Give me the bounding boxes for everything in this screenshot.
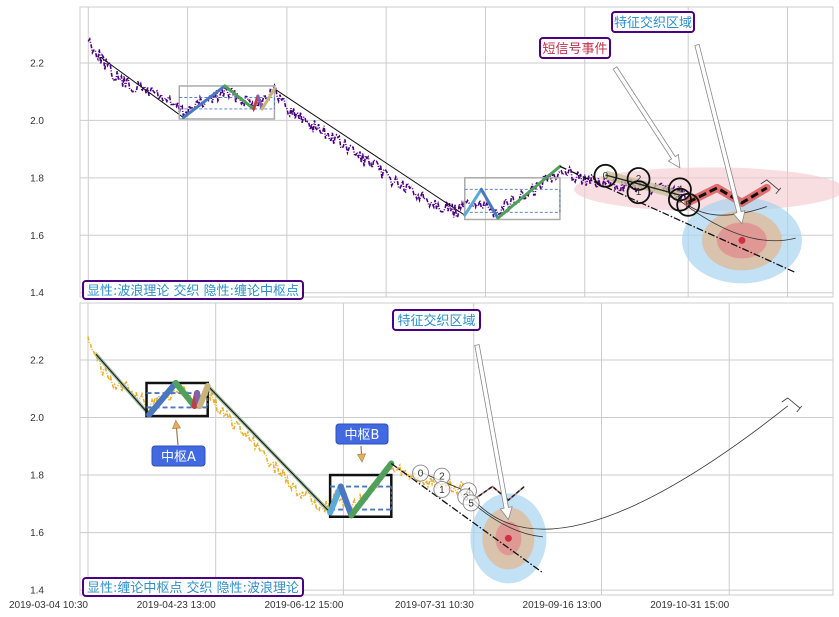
wave-stroke xyxy=(223,84,256,111)
signal-segment xyxy=(605,174,681,196)
target-point xyxy=(504,534,512,542)
zigzag-path xyxy=(687,186,768,205)
y-tick-label: 2.0 xyxy=(30,413,44,424)
legend-box xyxy=(82,280,304,300)
signal-circle xyxy=(668,177,692,202)
trend-line xyxy=(274,88,466,216)
signal-label: 5 xyxy=(468,498,474,509)
callout-text: 特征交织区域 xyxy=(614,15,692,31)
wave-stroke xyxy=(146,379,179,418)
trend-line xyxy=(95,353,150,415)
signal-circle xyxy=(412,464,430,482)
y-tick-label: 1.6 xyxy=(30,528,44,539)
projection-arc xyxy=(473,503,544,538)
legend-text: 显性:波浪理论 交织 隐性:缠论中枢点 xyxy=(87,283,299,299)
projection-arc xyxy=(679,200,796,242)
x-tick-label: 2019-03-04 10:30 xyxy=(9,600,88,611)
signal-circle xyxy=(593,163,618,188)
wave-stroke xyxy=(327,483,344,516)
wave-stroke xyxy=(496,164,562,220)
trend-line xyxy=(100,56,184,118)
signal-label: 2 xyxy=(636,174,642,185)
wave-stroke xyxy=(463,187,483,217)
pivot-box-B xyxy=(464,177,561,221)
zigzag-path xyxy=(473,485,525,502)
callout-text: 中枢A xyxy=(161,450,196,465)
wave-stroke xyxy=(181,84,227,120)
callout-text: 中枢B xyxy=(345,428,380,443)
callout-box xyxy=(392,309,481,331)
signal-circle xyxy=(433,480,451,498)
signal-circle xyxy=(676,192,701,217)
y-tick-label: 1.8 xyxy=(30,471,44,482)
x-tick-label: 2019-06-12 15:00 xyxy=(264,600,343,611)
price-series-line xyxy=(87,336,474,514)
x-tick-label: 2019-04-23 13:00 xyxy=(137,600,216,611)
signal-circle xyxy=(626,167,651,191)
projection-line xyxy=(390,463,544,574)
callout-box xyxy=(539,37,611,59)
callout-arrow xyxy=(694,43,746,225)
y-tick-label: 2.2 xyxy=(30,355,44,366)
pivot-box-B xyxy=(328,473,393,518)
projection-arc xyxy=(687,204,767,216)
pivot-label-arrow-shaft xyxy=(360,445,363,455)
callout-box xyxy=(611,11,695,33)
wave-stroke xyxy=(196,382,211,409)
y-tick-label: 1.6 xyxy=(30,231,44,242)
y-tick-label: 1.8 xyxy=(30,173,44,184)
pivot-label-arrow-head xyxy=(172,419,181,430)
callout-arrow xyxy=(474,344,513,521)
wave-stroke xyxy=(260,87,276,111)
signal-circle xyxy=(462,494,480,512)
wave-stroke xyxy=(256,94,264,111)
y-tick-label: 2.2 xyxy=(30,58,44,69)
callout-text: 特征交织区域 xyxy=(397,313,475,329)
pivot-label-arrow-shaft xyxy=(175,428,179,446)
arc-end-bracket xyxy=(760,179,782,195)
signal-label: 2 xyxy=(439,472,445,483)
panel-top: 1.4 1.6 1.8 2.0 2.2 0 2 1 43 5 短信号事件特征交织区域显性:波浪理论 … xyxy=(30,6,839,300)
zigzag-accent xyxy=(473,485,525,502)
y-tick-label: 1.4 xyxy=(30,288,44,299)
y-tick-label: 1.4 xyxy=(30,586,44,597)
wave-stroke xyxy=(348,460,395,519)
x-tick-label: 2019-09-16 13:00 xyxy=(523,600,602,611)
signal-label: 1 xyxy=(439,485,445,496)
panel-bottom: 1.4 1.6 1.8 2.0 2.2 2019-03-04 10:30 2019-04-2… xyxy=(9,302,834,611)
trend-line xyxy=(207,385,331,513)
pivot-label-arrow-head xyxy=(357,453,366,463)
signal-label: 0 xyxy=(603,171,609,182)
arc-end-bracket xyxy=(781,397,803,413)
signal-label: 5 xyxy=(685,200,691,211)
callout-text: 短信号事件 xyxy=(542,42,607,57)
target-point xyxy=(738,236,746,244)
price-series-line xyxy=(87,37,688,219)
projection-arc xyxy=(473,405,789,530)
signal-label: 4 xyxy=(677,184,683,195)
x-tick-label: 2019-07-31 10:30 xyxy=(395,600,474,611)
callout-arrow xyxy=(612,66,681,169)
y-tick-label: 2.0 xyxy=(30,116,44,127)
signal-label: 3 xyxy=(677,195,683,206)
callout-box xyxy=(335,423,389,445)
signal-circle xyxy=(626,180,651,205)
legend-text: 显性:缠论中枢点 交织 隐性:波浪理论 xyxy=(87,580,299,596)
signal-label: 1 xyxy=(636,187,642,198)
wave-stroke xyxy=(172,379,198,409)
wave-stroke xyxy=(337,483,355,519)
x-tick-label: 2019-10-31 15:00 xyxy=(650,600,729,611)
legend-box xyxy=(82,577,304,597)
wave-stroke xyxy=(479,187,500,220)
signal-label: 0 xyxy=(418,469,424,480)
callout-box xyxy=(151,445,206,467)
